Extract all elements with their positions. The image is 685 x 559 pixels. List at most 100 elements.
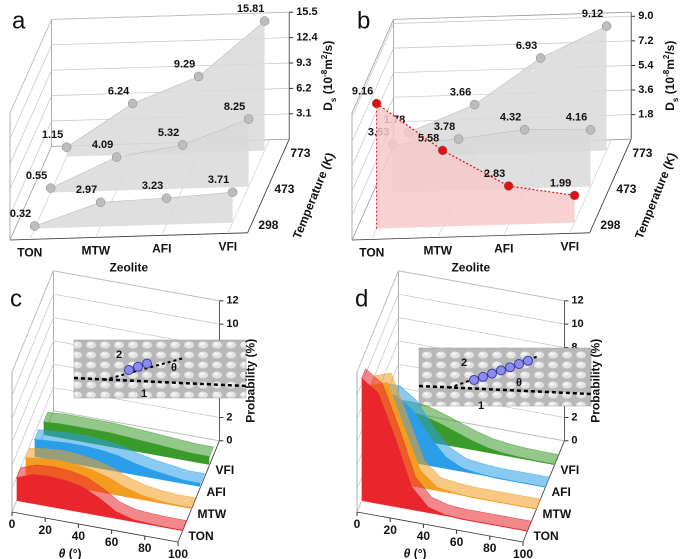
x-tick-label: AFI	[152, 242, 171, 256]
z-axis-label-part: D	[663, 102, 677, 111]
depth-tick-label: 773	[632, 146, 652, 160]
x-tick-label: 100	[513, 547, 533, 559]
series-line	[361, 378, 528, 532]
x-tick-label: VFI	[218, 240, 237, 254]
z-tick-label: 0	[226, 435, 232, 447]
value-label: 4.16	[566, 112, 587, 124]
data-point	[127, 98, 138, 109]
z-axis-label-part: (10	[321, 77, 335, 98]
z-axis-label-part: D	[321, 102, 335, 111]
series-line	[379, 392, 546, 488]
x-axis-label: Zeolite	[451, 261, 490, 275]
axis-line	[11, 511, 179, 543]
series-line	[34, 439, 201, 484]
axis-line	[356, 511, 524, 543]
panel-letter: b	[357, 7, 370, 34]
x-tick-label: 40	[72, 529, 86, 543]
z-tick-label: 10	[226, 318, 238, 330]
depth-tick-label: 473	[616, 182, 636, 196]
x-tick-label: TON	[359, 246, 384, 260]
data-point	[95, 197, 106, 208]
x-axis-label: θ (°)	[404, 547, 427, 559]
value-label: 6.93	[516, 40, 537, 52]
value-label: 6.24	[108, 85, 130, 97]
series-line	[16, 474, 183, 531]
series-line	[408, 25, 607, 133]
z-axis-label-part: m	[663, 59, 677, 70]
x-tick-label: 0	[9, 517, 16, 531]
data-point	[453, 134, 464, 144]
grid-line	[11, 317, 220, 419]
inset-molecule	[142, 358, 152, 369]
x-tick-label: 60	[105, 535, 119, 549]
z-tick-label: 5.4	[638, 59, 654, 71]
z-tick-label: 0	[571, 435, 577, 447]
value-label: 3.71	[208, 174, 229, 186]
z-tick-label: 9.0	[638, 10, 653, 22]
data-point	[259, 16, 270, 26]
grid-line	[356, 293, 565, 396]
x-tick-label: 40	[417, 529, 431, 543]
inset-molecule	[124, 365, 134, 375]
data-point	[29, 221, 40, 231]
value-label: 9.16	[352, 85, 373, 97]
inset-molecule	[505, 362, 515, 373]
depth-tick-label: 298	[258, 218, 278, 232]
x-tick-label: 60	[450, 535, 464, 549]
axis-line	[351, 232, 590, 241]
grid-line	[9, 62, 290, 164]
x-tick-label: 80	[138, 541, 152, 555]
z-tick-label: 3.6	[638, 84, 653, 96]
data-point	[111, 152, 122, 162]
x-tick-label: 20	[384, 523, 398, 537]
inset-image	[418, 347, 592, 407]
series-label: AFI	[207, 485, 226, 499]
z-axis-label-part: /s)	[663, 41, 677, 55]
x-tick-label: 80	[483, 541, 497, 555]
data-point	[535, 53, 546, 63]
inset-label: 2	[461, 357, 467, 369]
x-axis-label: Zeolite	[109, 261, 148, 275]
x-tick-label: VFI	[560, 240, 579, 254]
axis-line	[177, 440, 220, 543]
series-label: VFI	[216, 463, 235, 477]
x-axis-label-part: (°)	[410, 547, 426, 559]
depth-tick-label: 773	[290, 146, 310, 160]
area-fill	[376, 103, 575, 229]
value-label: 9.12	[582, 8, 603, 20]
z-axis-label-part: -8	[320, 69, 329, 77]
z-axis-label-part: /s)	[321, 41, 335, 55]
x-axis-label-part: θ	[59, 547, 66, 559]
z-tick-label: 9.3	[296, 57, 311, 69]
panel-letter: d	[355, 285, 368, 312]
grid-line	[351, 40, 632, 142]
box-edge	[9, 146, 52, 241]
value-label: 0.55	[26, 170, 47, 182]
inset-molecule	[496, 365, 506, 376]
inset-label: 1	[141, 388, 147, 400]
grid-line	[356, 270, 565, 373]
z-tick-label: 8	[571, 341, 577, 353]
z-axis-label: Ds (10-8m2/s)	[662, 41, 680, 111]
value-label: 15.81	[237, 3, 265, 15]
z-axis-label-part: m	[321, 59, 335, 70]
x-tick-label: TON	[17, 246, 42, 260]
inset-axis-1	[418, 384, 592, 396]
x-tick-label: MTW	[81, 244, 110, 258]
data-point	[469, 99, 480, 110]
value-label: 3.78	[434, 121, 455, 133]
series-line	[66, 20, 265, 148]
x-tick-label: MTW	[423, 244, 452, 258]
series-line	[370, 382, 537, 510]
z-axis-label-part: s	[671, 97, 680, 102]
z-tick-label: 12	[226, 295, 238, 307]
series-label: AFI	[552, 485, 571, 499]
value-label: 5.58	[418, 132, 439, 144]
x-axis-label: θ (°)	[59, 547, 82, 559]
value-label: 3.66	[450, 87, 471, 99]
z-axis-label: Probability (%)	[244, 339, 258, 423]
data-point	[161, 193, 172, 203]
z-axis-label-part: s	[329, 97, 338, 102]
area-fill	[66, 21, 265, 157]
